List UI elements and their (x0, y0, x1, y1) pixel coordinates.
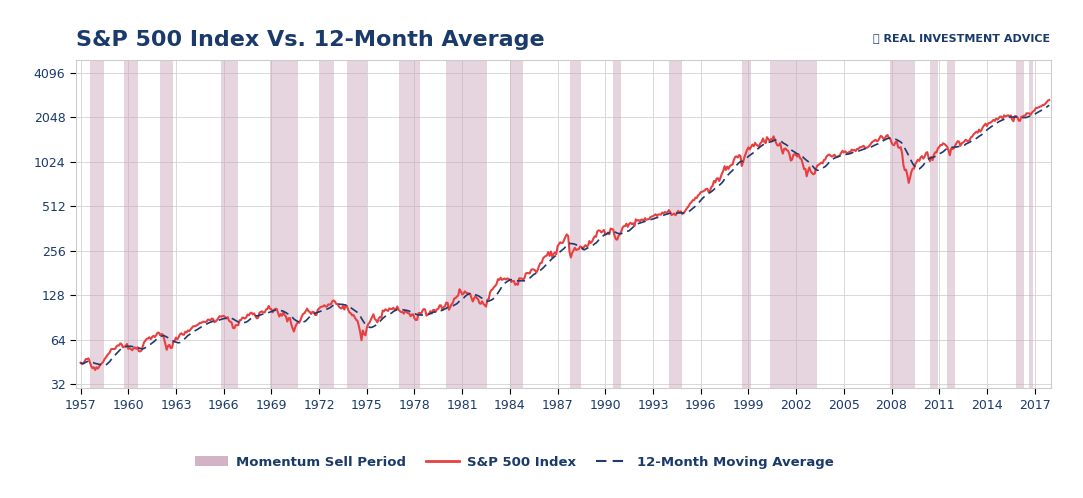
S&P 500 Index (975, 127, 988, 133)
Bar (347, 60, 367, 388)
S&P 500 Index (239, 314, 252, 320)
12-Month Moving Average (956, 143, 969, 149)
Text: 🛡 REAL INVESTMENT ADVICE: 🛡 REAL INVESTMENT ADVICE (873, 33, 1051, 43)
Bar (930, 60, 938, 388)
Bar (669, 60, 682, 388)
Bar (446, 60, 487, 388)
Bar (1029, 60, 1033, 388)
Bar (890, 60, 915, 388)
12-Month Moving Average (600, 231, 613, 237)
S&P 500 Index (1043, 97, 1056, 103)
Bar (770, 60, 818, 388)
12-Month Moving Average (97, 363, 110, 369)
Bar (321, 60, 334, 388)
12-Month Moving Average (1043, 102, 1056, 108)
S&P 500 Index (936, 142, 949, 148)
Line: S&P 500 Index: S&P 500 Index (80, 100, 1049, 370)
Text: S&P 500 Index Vs. 12-Month Average: S&P 500 Index Vs. 12-Month Average (76, 30, 545, 50)
Bar (570, 60, 582, 388)
12-Month Moving Average (944, 144, 957, 150)
12-Month Moving Average (936, 149, 949, 155)
S&P 500 Index (956, 139, 969, 145)
Bar (90, 60, 104, 388)
Line: 12-Month Moving Average: 12-Month Moving Average (80, 105, 1049, 366)
Bar (948, 60, 955, 388)
Bar (270, 60, 298, 388)
Bar (125, 60, 138, 388)
Bar (1016, 60, 1023, 388)
12-Month Moving Average (975, 132, 988, 138)
Bar (399, 60, 420, 388)
S&P 500 Index (600, 231, 613, 237)
S&P 500 Index (89, 367, 102, 373)
Bar (221, 60, 238, 388)
S&P 500 Index (944, 146, 957, 152)
Bar (613, 60, 622, 388)
Bar (742, 60, 752, 388)
12-Month Moving Average (74, 360, 87, 366)
S&P 500 Index (74, 360, 87, 366)
Legend: Momentum Sell Period, S&P 500 Index, 12-Month Moving Average: Momentum Sell Period, S&P 500 Index, 12-… (191, 450, 838, 474)
Bar (160, 60, 173, 388)
12-Month Moving Average (239, 319, 252, 325)
Bar (510, 60, 523, 388)
